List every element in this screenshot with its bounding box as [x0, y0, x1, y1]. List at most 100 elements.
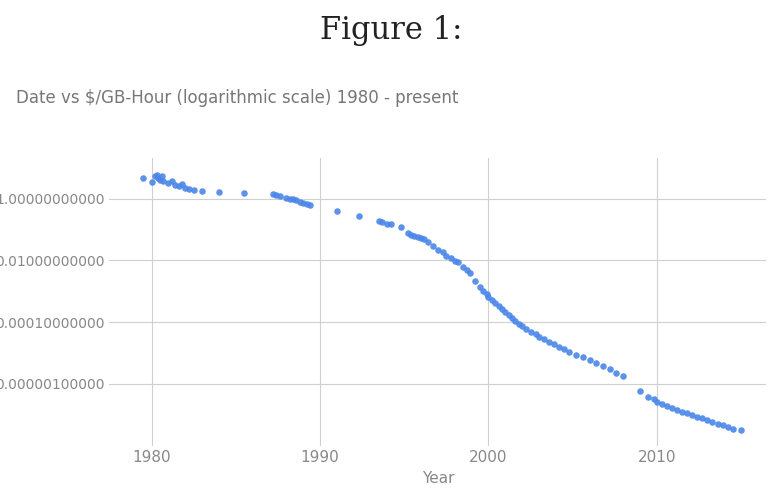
Point	[408, 232, 421, 240]
Point	[524, 328, 536, 336]
Point	[712, 420, 724, 428]
Point	[213, 188, 225, 196]
Point	[376, 218, 389, 226]
Point	[169, 181, 181, 189]
Point	[436, 248, 449, 256]
Point	[604, 365, 616, 373]
Point	[570, 350, 583, 358]
Point	[558, 346, 571, 353]
Point	[647, 396, 660, 403]
Point	[506, 314, 518, 322]
Point	[480, 290, 493, 298]
Point	[172, 182, 185, 190]
Point	[512, 320, 525, 328]
Point	[395, 223, 407, 231]
Point	[716, 421, 729, 429]
Point	[162, 179, 174, 187]
Point	[538, 335, 551, 343]
Point	[529, 330, 542, 338]
Point	[445, 254, 457, 262]
Point	[267, 190, 279, 198]
Point	[661, 402, 673, 410]
Point	[157, 177, 170, 185]
Point	[452, 258, 465, 266]
Point	[440, 252, 453, 260]
Text: Figure 1:: Figure 1:	[320, 15, 462, 46]
Point	[464, 269, 476, 277]
Point	[553, 343, 565, 351]
Point	[477, 287, 490, 295]
Point	[457, 263, 469, 271]
Point	[489, 299, 501, 307]
X-axis label: Year: Year	[421, 471, 454, 486]
Point	[188, 186, 200, 194]
Point	[474, 283, 486, 291]
Point	[610, 369, 622, 377]
Point	[373, 217, 386, 225]
Point	[493, 302, 505, 310]
Point	[274, 192, 286, 200]
Point	[353, 212, 365, 220]
Point	[482, 293, 495, 301]
Point	[642, 393, 655, 400]
Point	[401, 229, 414, 237]
Point	[287, 195, 300, 202]
Point	[519, 325, 532, 333]
Point	[196, 188, 208, 196]
Point	[686, 411, 698, 419]
Point	[449, 256, 461, 264]
Point	[583, 356, 596, 364]
Point	[735, 426, 748, 434]
Point	[179, 184, 192, 192]
Point	[238, 189, 250, 197]
Point	[701, 416, 714, 424]
Point	[597, 362, 609, 370]
Point	[381, 220, 393, 228]
Point	[691, 413, 704, 421]
Point	[676, 408, 688, 416]
Point	[548, 341, 561, 348]
Point	[655, 400, 668, 408]
Point	[149, 172, 161, 180]
Point	[706, 418, 719, 426]
Point	[681, 409, 694, 417]
Point	[297, 199, 310, 207]
Point	[617, 372, 630, 380]
Point	[300, 200, 313, 208]
Point	[576, 353, 589, 361]
Point	[290, 197, 303, 204]
Point	[331, 207, 343, 215]
Point	[432, 246, 444, 253]
Point	[468, 277, 481, 285]
Point	[496, 305, 508, 313]
Point	[145, 178, 158, 186]
Point	[150, 171, 163, 179]
Point	[152, 174, 164, 182]
Point	[721, 423, 734, 431]
Point	[421, 238, 434, 246]
Point	[543, 338, 555, 346]
Point	[486, 297, 498, 304]
Point	[726, 425, 739, 433]
Point	[411, 233, 424, 241]
Point	[414, 234, 427, 242]
Point	[166, 177, 178, 185]
Point	[156, 172, 168, 180]
Point	[509, 317, 522, 325]
Point	[303, 201, 316, 209]
Point	[671, 406, 683, 414]
Point	[270, 191, 282, 199]
Point	[633, 387, 646, 395]
Point	[293, 198, 306, 205]
Point	[651, 398, 663, 406]
Point	[502, 311, 515, 319]
Point	[461, 266, 473, 274]
Point	[516, 322, 529, 330]
Point	[499, 308, 511, 316]
Point	[280, 194, 292, 202]
Point	[696, 414, 708, 422]
Point	[418, 235, 431, 243]
Point	[563, 348, 576, 356]
Point	[283, 196, 296, 203]
Point	[385, 220, 397, 228]
